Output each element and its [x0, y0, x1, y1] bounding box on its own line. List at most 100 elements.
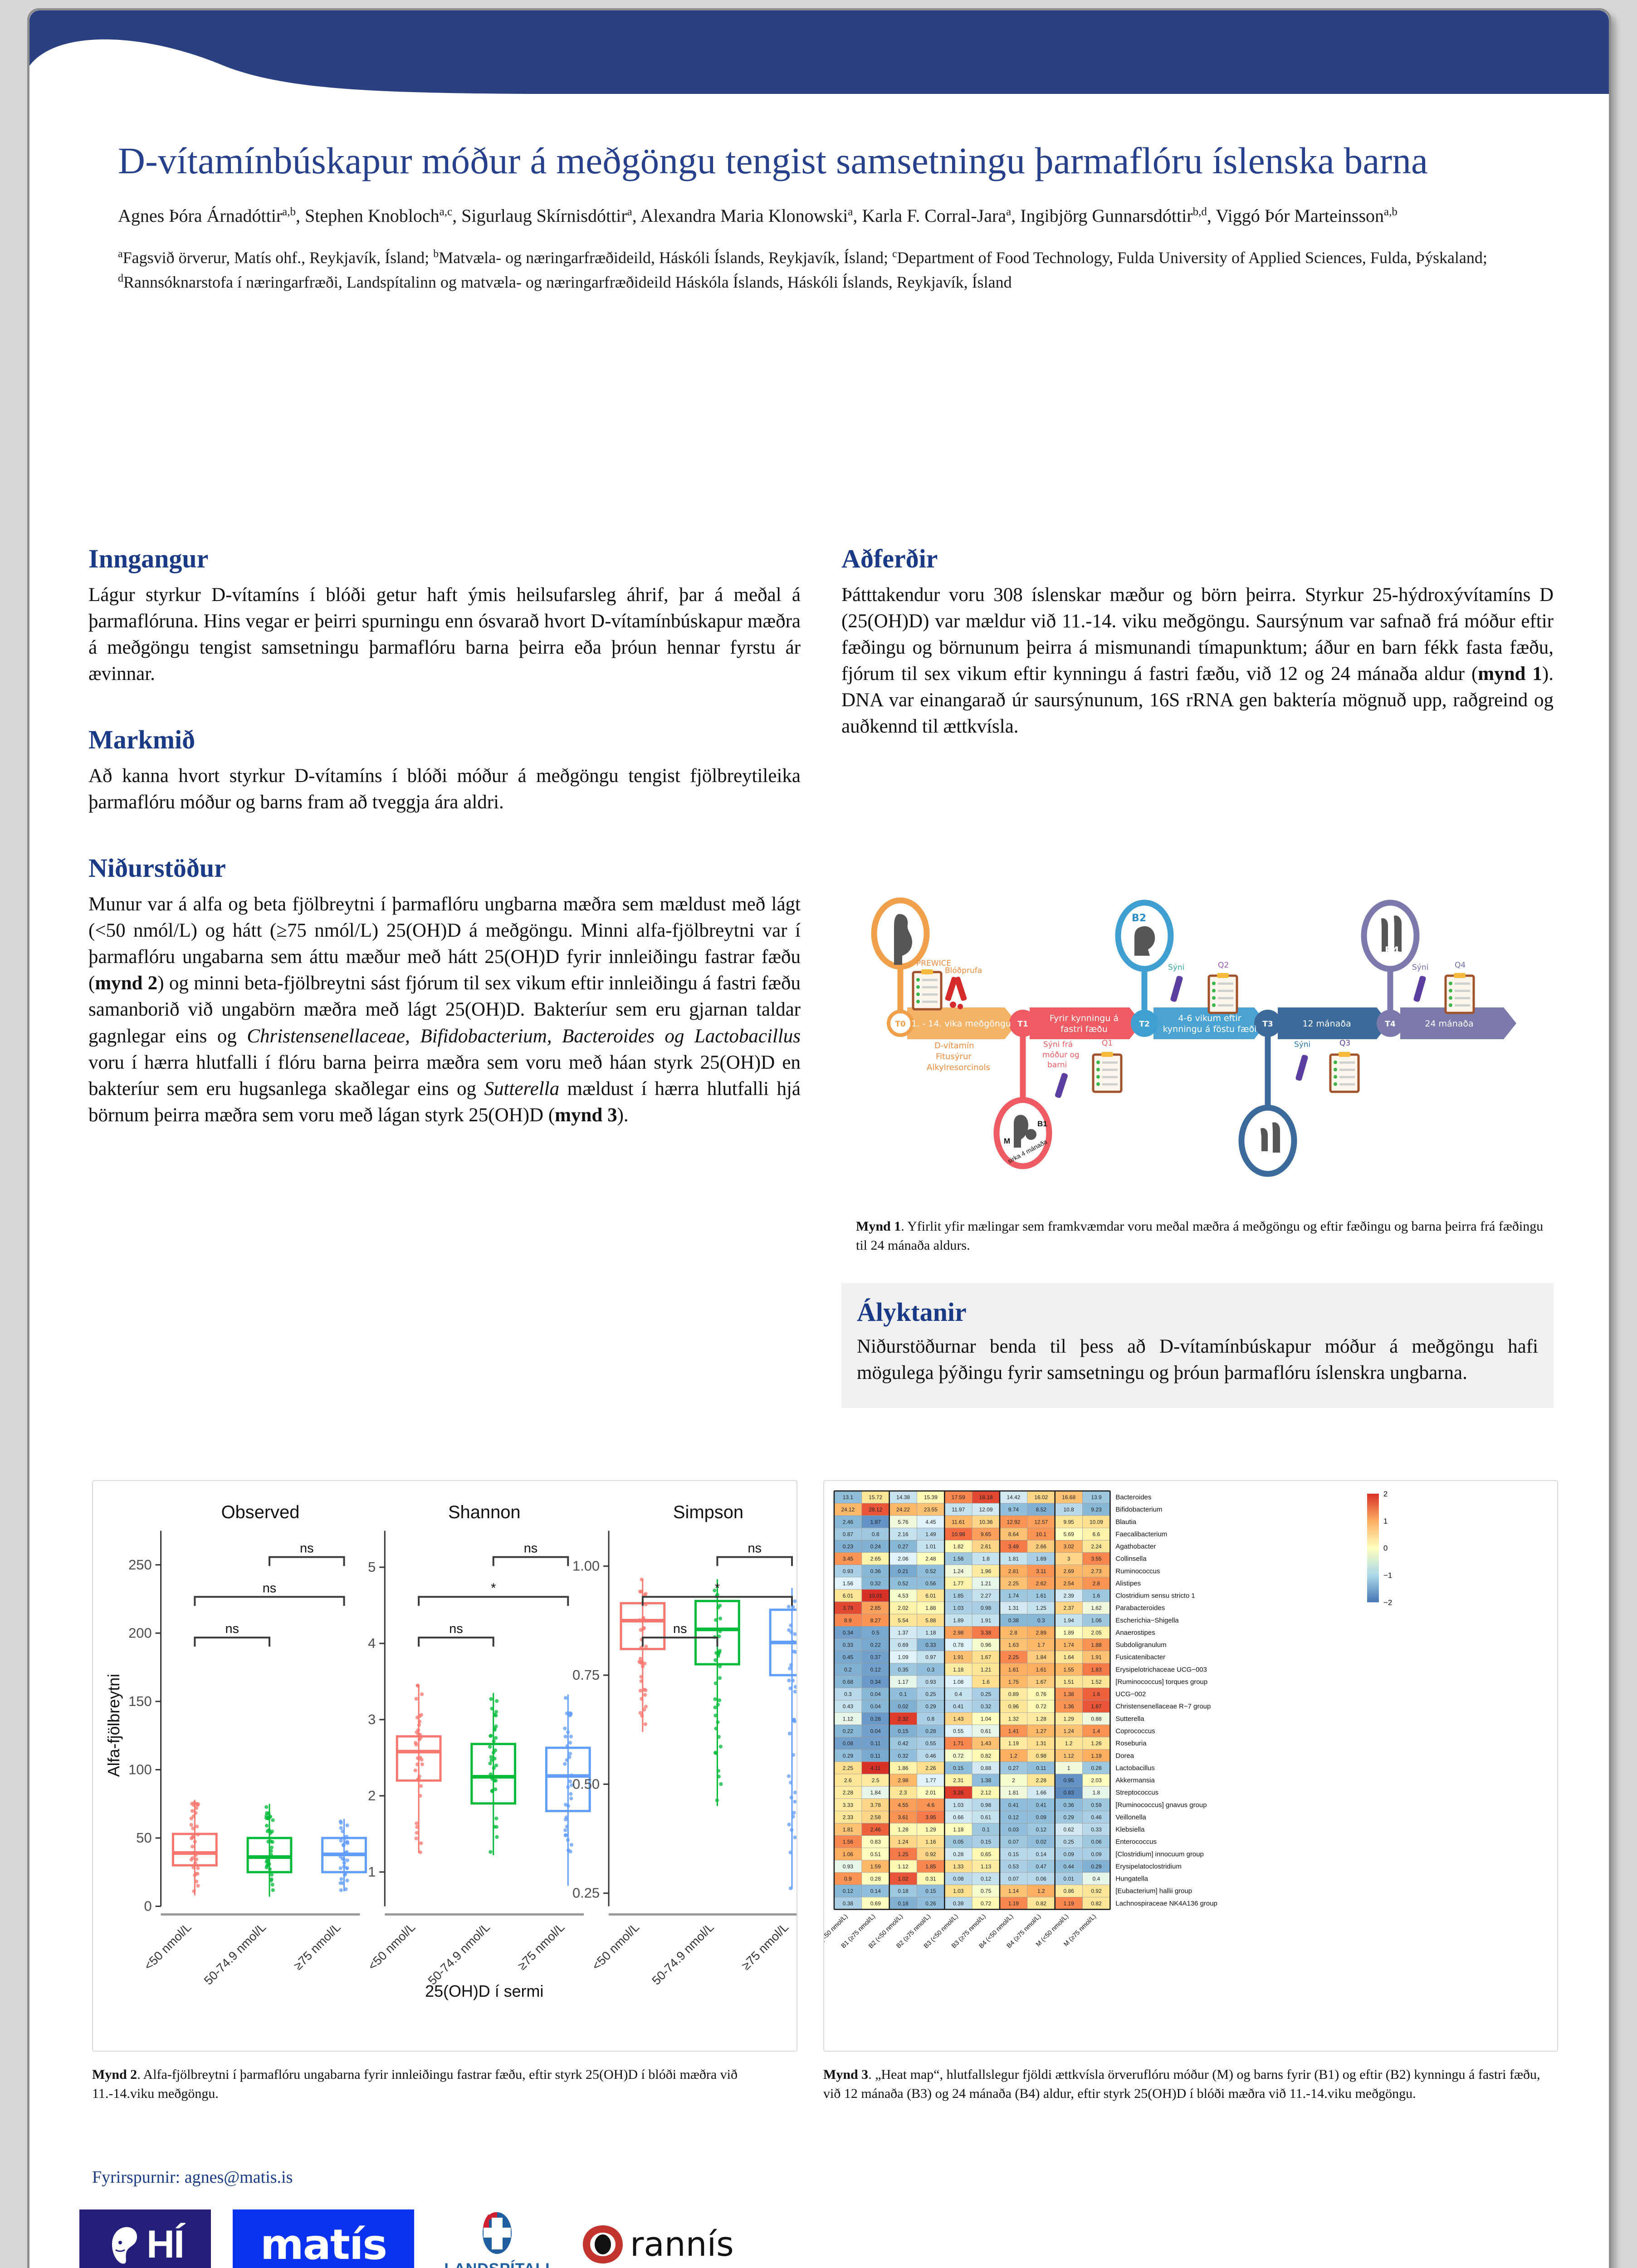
significance-bracket: [418, 1596, 569, 1606]
boxplot-point: [638, 1711, 642, 1715]
heatmap-cell: [999, 1786, 1028, 1799]
boxplot-point: [792, 1719, 797, 1724]
heatmap-cell: [889, 1835, 917, 1848]
heatmap-cell: [834, 1872, 862, 1885]
heatmap-cell: [999, 1700, 1028, 1713]
heatmap-cell-value: 3.78: [870, 1802, 881, 1808]
boxplot-y-tick: 4: [368, 1635, 376, 1651]
heatmap-cell: [1082, 1749, 1110, 1762]
heatmap-cell: [917, 1725, 945, 1737]
heatmap-cell-value: 0.8: [927, 1716, 935, 1722]
heatmap-cell-value: 0.09: [1091, 1851, 1102, 1857]
heatmap-cell: [944, 1564, 972, 1578]
heatmap-cell-value: 1.12: [898, 1863, 909, 1870]
heatmap-cell-value: 5.88: [925, 1617, 936, 1623]
heatmap-cell-value: 0.41: [1036, 1802, 1047, 1808]
heatmap-cell-value: 1.19: [1008, 1900, 1019, 1906]
heatmap-cell-value: 3.26: [953, 1789, 964, 1796]
heatmap-cell-value: 0.1: [899, 1691, 907, 1697]
poster-root: D-vítamínbúskapur móður á meðgöngu tengi…: [27, 8, 1611, 2268]
heatmap-cell: [1055, 1577, 1083, 1590]
heatmap-cell-value: 1.52: [1091, 1679, 1102, 1685]
significance-label: ns: [300, 1541, 314, 1556]
boxplot-point: [492, 1739, 496, 1743]
heatmap-cell-value: 2.31: [953, 1777, 964, 1784]
heatmap-cell: [861, 1848, 889, 1861]
heatmap-cell-value: 0.29: [1064, 1814, 1075, 1820]
heatmap-cell: [834, 1638, 862, 1652]
heatmap-cell: [999, 1638, 1028, 1652]
boxplot-point: [788, 1686, 792, 1691]
heatmap-cell-value: 2.12: [981, 1789, 992, 1796]
heatmap-cell: [1082, 1712, 1110, 1725]
heatmap-cell-value: 1.32: [1008, 1716, 1019, 1722]
heatmap-cell: [917, 1700, 945, 1713]
heatmap-cell: [889, 1527, 917, 1540]
heatmap-cell: [834, 1613, 862, 1627]
heatmap-cell-value: 0.3: [927, 1667, 935, 1673]
heatmap-cell-value: 0.44: [1064, 1863, 1075, 1870]
heatmap-cell: [1082, 1835, 1110, 1848]
heatmap-cell: [972, 1823, 1000, 1836]
nidurstodur-part1: Munur var á alfa og beta fjölbreytni í þ…: [88, 894, 801, 994]
heatmap-row-label: Christensenellaceae R−7 group: [1115, 1703, 1211, 1711]
heatmap-cell-value: 0.72: [1036, 1703, 1047, 1710]
heatmap-cell-value: 1.85: [925, 1863, 936, 1870]
taxa-list-beneficial: Christensenellaceae, Bifidobacterium, Ba…: [247, 1025, 801, 1047]
boxplot-point: [494, 1710, 498, 1714]
heatmap-cell: [1027, 1564, 1055, 1578]
boxplot-point: [494, 1736, 498, 1740]
heatmap-row-label: [Eubacterium] hallii group: [1115, 1887, 1192, 1895]
heatmap-cell-value: 2.03: [1091, 1777, 1102, 1784]
svg-text:12 mánaða: 12 mánaða: [1302, 1019, 1351, 1029]
heatmap-cell: [999, 1663, 1028, 1676]
heatmap-cell-value: 1.21: [981, 1580, 992, 1587]
boxplot-point: [563, 1828, 567, 1833]
boxplot-point: [345, 1858, 349, 1862]
heatmap-cell: [999, 1675, 1028, 1688]
boxplot-point: [420, 1762, 425, 1766]
svg-text:M: M: [1004, 1137, 1010, 1145]
figure-caption-mynd3: Mynd 3. „Heat map“, hlutfallslegur fjöld…: [823, 2065, 1549, 2103]
heatmap-cell: [834, 1503, 862, 1516]
heatmap-cell-value: 2.62: [1036, 1580, 1047, 1587]
heatmap-cell-value: 0.61: [981, 1814, 992, 1820]
mynd2-reference: mynd 2: [95, 973, 158, 994]
rannis-eye-icon: [583, 2224, 625, 2263]
heatmap-cell-value: 23.55: [924, 1506, 938, 1513]
heatmap-cell: [917, 1663, 945, 1676]
heatmap-cell-value: 1.67: [1091, 1703, 1102, 1710]
section-text-adferdir: Þátttakendur voru 308 íslenskar mæður og…: [841, 582, 1554, 740]
heatmap-cell: [889, 1577, 917, 1590]
boxplot-point: [191, 1865, 195, 1870]
boxplot-point: [713, 1705, 717, 1710]
heatmap-row-label: Enterococcus: [1115, 1838, 1157, 1846]
heatmap-cell-value: 0.11: [870, 1753, 881, 1759]
boxplot-x-axis-label: 25(OH)D í sermi: [425, 1982, 543, 2000]
figure-caption-mynd2: Mynd 2. Alfa-fjölbreytni í þarmaflóru un…: [92, 2065, 791, 2103]
boxplot-x-tick: <50 nmol/L: [365, 1920, 418, 1973]
significance-bracket: [641, 1596, 793, 1606]
heatmap-cell: [972, 1503, 1000, 1516]
heatmap-cell-value: 1.91: [1091, 1654, 1102, 1661]
boxplot-point: [644, 1688, 648, 1692]
heatmap-cell: [1027, 1786, 1055, 1799]
boxplot-point: [793, 1685, 798, 1689]
heatmap-cell: [861, 1589, 889, 1602]
boxplot-point: [338, 1881, 342, 1885]
heatmap-cell-value: 0.11: [1036, 1765, 1046, 1771]
heatmap-cell-value: 1.43: [981, 1740, 992, 1747]
heatmap-cell-value: 3.33: [843, 1802, 854, 1808]
boxplot-point: [494, 1713, 498, 1718]
boxplot-y-tick: 100: [128, 1761, 152, 1777]
heatmap-cell-value: 1.02: [898, 1876, 909, 1882]
significance-bracket: [492, 1556, 569, 1566]
boxplot-point: [565, 1758, 569, 1762]
heatmap-cell: [834, 1798, 862, 1811]
heatmap-cell: [1082, 1884, 1110, 1897]
heatmap-row-label: Hungatella: [1115, 1875, 1148, 1883]
heatmap-cell-value: 1.4: [1093, 1728, 1100, 1735]
heatmap-cell-value: 2.28: [843, 1789, 854, 1796]
boxplot-point: [190, 1844, 195, 1849]
boxplot-point: [793, 1790, 797, 1794]
